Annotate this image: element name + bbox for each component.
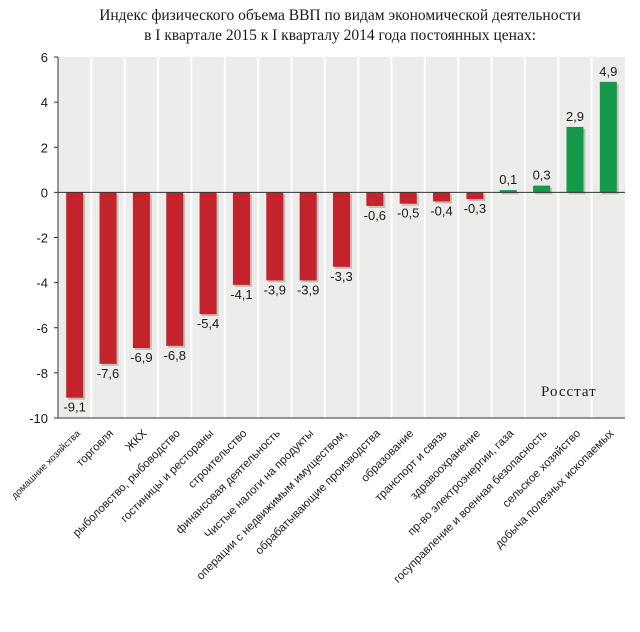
bar — [366, 192, 384, 206]
bar-value-label: -3,9 — [264, 282, 286, 297]
bar — [566, 126, 584, 193]
bar-value-label: -9,1 — [63, 400, 85, 415]
y-axis-ticks: 6 4 2 0 -2 -4 -6 -8 -10 — [29, 50, 58, 426]
bar-value-label: -5,4 — [197, 316, 219, 331]
chart-title-line-1: Индекс физического объема ВВП по видам э… — [99, 7, 581, 24]
bar — [399, 192, 417, 204]
y-tick-label: -10 — [29, 411, 48, 426]
bar-value-label: -0,6 — [364, 208, 386, 223]
bar — [466, 192, 484, 200]
bar-value-label: -3,3 — [330, 269, 352, 284]
category-label: строительство — [186, 428, 249, 491]
y-tick-label: -6 — [36, 321, 48, 336]
bar — [299, 192, 317, 281]
bar — [499, 190, 517, 193]
bar — [533, 185, 551, 193]
y-tick-label: 4 — [41, 95, 48, 110]
y-tick-label: 6 — [41, 50, 48, 65]
chart-title-line-2: в I квартале 2015 к I кварталу 2014 года… — [144, 27, 536, 44]
y-tick-label: 2 — [41, 140, 48, 155]
bar-value-label: -0,5 — [397, 206, 419, 221]
bar — [199, 192, 217, 315]
category-label: ЖКХ — [123, 427, 149, 453]
bar-value-label: 0,1 — [499, 172, 517, 187]
category-separators — [90, 57, 593, 418]
bar-value-label: 0,3 — [533, 168, 551, 183]
bar — [599, 81, 617, 193]
category-label: госуправление и военная безопасность — [392, 428, 550, 586]
bars-group — [66, 81, 619, 400]
category-label: обрабатывающие производства — [253, 427, 383, 557]
bar — [132, 192, 150, 349]
bar — [433, 192, 451, 202]
bar-value-label: 4,9 — [599, 64, 617, 79]
category-label: домашние хозяйства — [9, 428, 83, 502]
bar-value-label: -7,6 — [97, 366, 119, 381]
bar-value-label: 2,9 — [566, 109, 584, 124]
bar-value-label: -0,4 — [430, 203, 452, 218]
source-label: Росстат — [541, 384, 597, 400]
bar-value-label: -6,9 — [130, 350, 152, 365]
bar — [333, 192, 350, 267]
bar — [266, 192, 284, 281]
category-label: торговля — [74, 428, 116, 470]
bar — [99, 192, 117, 364]
bar-value-label: -4,1 — [230, 287, 252, 302]
bar-value-label: -3,9 — [297, 282, 319, 297]
bar — [166, 192, 184, 346]
y-tick-label: -2 — [36, 231, 48, 246]
bar — [66, 192, 84, 398]
y-tick-label: 0 — [41, 185, 48, 200]
bar-value-label: -0,3 — [464, 201, 486, 216]
chart-title: Индекс физического объема ВВП по видам э… — [40, 6, 640, 46]
bar-value-label: -6,8 — [164, 348, 186, 363]
y-tick-label: -8 — [36, 366, 48, 381]
bar-shadow — [501, 192, 519, 195]
bar — [232, 192, 250, 285]
y-tick-label: -4 — [36, 276, 48, 291]
value-labels: -9,1 -7,6 -6,9 -6,8 -5,4 -4,1 -3,9 -3,9 -3,3 -0,6… — [63, 64, 617, 415]
